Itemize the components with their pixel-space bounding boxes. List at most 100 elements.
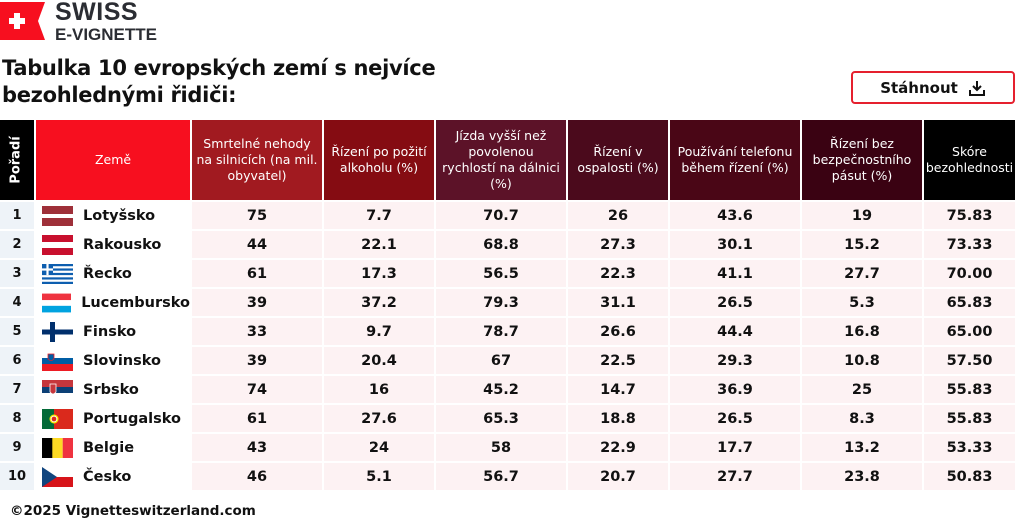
- recklessness-score-cell: 50.83: [924, 463, 1015, 490]
- ranking-table: Pořadí Země Smrtelné nehody na silnicích (…: [0, 120, 1015, 492]
- no-seatbelt-cell: 8.3: [802, 405, 922, 432]
- rank-cell: 8: [0, 405, 34, 432]
- rank-cell: 7: [0, 376, 34, 403]
- recklessness-score-cell: 73.33: [924, 231, 1015, 258]
- country-cell: Česko: [36, 463, 190, 490]
- header-recklessness-score: Skóre bezohlednosti: [924, 120, 1015, 200]
- table-row: 4 Lucembursko 39 37.2 79.3 31.1 26.5 5.3 65.83: [0, 289, 1015, 316]
- speeding-cell: 70.7: [436, 202, 566, 229]
- road-deaths-cell: 74: [192, 376, 322, 403]
- country-name: Lotyšsko: [83, 207, 156, 224]
- drowsy-driving-cell: 22.5: [568, 347, 668, 374]
- road-deaths-cell: 39: [192, 289, 322, 316]
- header-label: Řízení bez bezpečnostního pásut (%): [812, 136, 912, 183]
- download-button[interactable]: Stáhnout: [851, 71, 1015, 104]
- drowsy-driving-cell: 31.1: [568, 289, 668, 316]
- recklessness-score-cell: 53.33: [924, 434, 1015, 461]
- table-row: 3 Řecko 61 17.3 56.5 22.3 41.1 27.7 70.00: [0, 260, 1015, 287]
- country-name: Belgie: [83, 439, 135, 456]
- phone-use-cell: 36.9: [670, 376, 800, 403]
- country-cell: Řecko: [36, 260, 190, 287]
- table-row: 8 Portugalsko 61 27.6 65.3 18.8 26.5 8.3 55.83: [0, 405, 1015, 432]
- speeding-cell: 58: [436, 434, 566, 461]
- table-row: 9 Belgie 43 24 58 22.9 17.7 13.2 53.33: [0, 434, 1015, 461]
- drunk-driving-cell: 24: [324, 434, 434, 461]
- greece-flag-icon: [42, 263, 73, 284]
- recklessness-score-cell: 57.50: [924, 347, 1015, 374]
- header-label: Smrtelné nehody na silnicích (na mil. ob…: [196, 136, 318, 183]
- no-seatbelt-cell: 27.7: [802, 260, 922, 287]
- header-speeding: Jízda vyšší než povolenou rychlostí na d…: [436, 120, 566, 200]
- recklessness-score-cell: 55.83: [924, 405, 1015, 432]
- download-icon: [968, 80, 985, 96]
- finland-flag-icon: [42, 321, 73, 342]
- drowsy-driving-cell: 20.7: [568, 463, 668, 490]
- country-cell: Belgie: [36, 434, 190, 461]
- road-deaths-cell: 61: [192, 260, 322, 287]
- rank-cell: 5: [0, 318, 34, 345]
- country-cell: Lucembursko: [36, 289, 190, 316]
- table-row: 5 Finsko 33 9.7 78.7 26.6 44.4 16.8 65.00: [0, 318, 1015, 345]
- phone-use-cell: 30.1: [670, 231, 800, 258]
- country-name: Slovinsko: [83, 352, 161, 369]
- rank-cell: 3: [0, 260, 34, 287]
- country-name: Srbsko: [83, 381, 139, 398]
- country-name: Portugalsko: [83, 410, 181, 427]
- drunk-driving-cell: 9.7: [324, 318, 434, 345]
- phone-use-cell: 26.5: [670, 289, 800, 316]
- phone-use-cell: 27.7: [670, 463, 800, 490]
- drowsy-driving-cell: 27.3: [568, 231, 668, 258]
- logo: SWISS E-VIGNETTE: [0, 0, 157, 43]
- rank-cell: 4: [0, 289, 34, 316]
- speeding-cell: 78.7: [436, 318, 566, 345]
- road-deaths-cell: 46: [192, 463, 322, 490]
- luxembourg-flag-icon: [42, 293, 72, 312]
- header-label: Země: [94, 152, 132, 167]
- no-seatbelt-cell: 10.8: [802, 347, 922, 374]
- drunk-driving-cell: 7.7: [324, 202, 434, 229]
- recklessness-score-cell: 55.83: [924, 376, 1015, 403]
- download-label: Stáhnout: [880, 78, 958, 97]
- copyright: ©2025 Vignetteswitzerland.com: [10, 503, 256, 519]
- drunk-driving-cell: 20.4: [324, 347, 434, 374]
- road-deaths-cell: 75: [192, 202, 322, 229]
- drowsy-driving-cell: 26: [568, 202, 668, 229]
- logo-line1: SWISS: [55, 0, 139, 26]
- latvia-flag-icon: [42, 205, 73, 226]
- speeding-cell: 67: [436, 347, 566, 374]
- phone-use-cell: 44.4: [670, 318, 800, 345]
- czechia-flag-icon: [42, 466, 73, 487]
- rank-cell: 1: [0, 202, 34, 229]
- rank-cell: 10: [0, 463, 34, 490]
- drowsy-driving-cell: 14.7: [568, 376, 668, 403]
- drunk-driving-cell: 27.6: [324, 405, 434, 432]
- belgium-flag-icon: [42, 437, 73, 458]
- no-seatbelt-cell: 15.2: [802, 231, 922, 258]
- header-label: Jízda vyšší než povolenou rychlostí na d…: [442, 128, 560, 191]
- drunk-driving-cell: 16: [324, 376, 434, 403]
- road-deaths-cell: 33: [192, 318, 322, 345]
- speeding-cell: 45.2: [436, 376, 566, 403]
- road-deaths-cell: 43: [192, 434, 322, 461]
- rank-cell: 9: [0, 434, 34, 461]
- country-name: Řecko: [83, 265, 132, 282]
- no-seatbelt-cell: 5.3: [802, 289, 922, 316]
- road-deaths-cell: 61: [192, 405, 322, 432]
- no-seatbelt-cell: 16.8: [802, 318, 922, 345]
- table-row: 2 Rakousko 44 22.1 68.8 27.3 30.1 15.2 73.33: [0, 231, 1015, 258]
- country-cell: Rakousko: [36, 231, 190, 258]
- road-deaths-cell: 44: [192, 231, 322, 258]
- phone-use-cell: 41.1: [670, 260, 800, 287]
- speeding-cell: 68.8: [436, 231, 566, 258]
- country-name: Rakousko: [83, 236, 162, 253]
- swiss-cross-logo-icon: [0, 1, 45, 40]
- country-name: Lucembursko: [81, 294, 190, 311]
- table-row: 1 Lotyšsko 75 7.7 70.7 26 43.6 19 75.83: [0, 202, 1015, 229]
- phone-use-cell: 26.5: [670, 405, 800, 432]
- drowsy-driving-cell: 18.8: [568, 405, 668, 432]
- country-cell: Portugalsko: [36, 405, 190, 432]
- drunk-driving-cell: 5.1: [324, 463, 434, 490]
- no-seatbelt-cell: 13.2: [802, 434, 922, 461]
- rank-cell: 6: [0, 347, 34, 374]
- speeding-cell: 56.7: [436, 463, 566, 490]
